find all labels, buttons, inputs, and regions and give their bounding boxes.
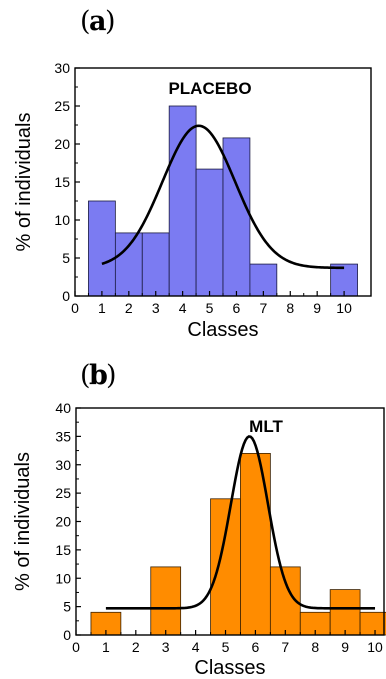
y-tick-label: 0: [63, 627, 71, 643]
panel-b-label-close: ): [106, 360, 117, 391]
x-tick-label: 2: [125, 300, 133, 316]
x-tick-label: 9: [313, 300, 321, 316]
y-tick-label: 25: [55, 485, 71, 501]
bar-class-1: [88, 200, 116, 297]
chart-title: MLT: [249, 417, 283, 436]
y-tick-label: 40: [55, 400, 71, 416]
panel-b: ( b ) 0 1 2 3 4 5 6 7 8 9 10 0 5 10 15 20 25 30 35 40 MLT Cla…: [12, 360, 386, 679]
x-tick-label: 5: [206, 300, 214, 316]
y-tick-label: 0: [62, 288, 70, 304]
y-tick-label: 5: [62, 250, 70, 266]
y-tick-label: 25: [54, 98, 70, 114]
y-tick-label: 20: [54, 136, 70, 152]
y-tick-label: 20: [55, 514, 71, 530]
fit-curve: [105, 435, 376, 610]
y-tick-label: 15: [55, 542, 71, 558]
panel-a-label-open: (: [80, 6, 91, 37]
x-tick-label: 7: [281, 639, 289, 655]
fit-curve: [101, 124, 345, 270]
bar-class-10: [359, 611, 386, 636]
x-tick-label: 4: [179, 300, 187, 316]
x-tick-label: 4: [192, 639, 200, 655]
x-tick-label: 0: [72, 639, 80, 655]
bar-class-6: [240, 452, 271, 636]
x-tick-label: 1: [98, 300, 106, 316]
x-axis-title: Classes: [194, 657, 265, 679]
x-tick-label: 7: [259, 300, 267, 316]
x-axis-title: Classes: [187, 319, 258, 341]
bar-class-3: [150, 566, 182, 636]
x-tick-label: 1: [102, 639, 110, 655]
bar-class-4: [168, 105, 197, 297]
panel-a: ( a ) 0 1 2 3 4 5 6 7 8 9 10 0 5 10 15 20 25 30 PLACEBO Cla…: [13, 6, 372, 341]
chart-title: PLACEBO: [168, 79, 251, 98]
x-tick-label: 3: [152, 300, 160, 316]
x-tick-label: 6: [233, 300, 241, 316]
panel-a-label: a: [89, 6, 107, 37]
x-tick-label: 8: [311, 639, 319, 655]
x-tick-label: 10: [367, 639, 383, 655]
y-tick-label: 5: [63, 599, 71, 615]
y-tick-label: 35: [55, 428, 71, 444]
y-tick-label: 10: [55, 570, 71, 586]
bar-class-2: [114, 232, 143, 297]
x-tick-label: 6: [252, 639, 260, 655]
y-axis-title: % of individuals: [12, 452, 34, 591]
bar-class-5: [210, 498, 241, 636]
panel-b-label: b: [89, 360, 108, 391]
panel-a-label-close: ): [105, 6, 116, 37]
x-tick-label: 2: [132, 639, 140, 655]
x-tick-label: 3: [162, 639, 170, 655]
bar-class-10: [330, 263, 358, 297]
bar-class-9: [329, 589, 361, 636]
bar-class-3: [141, 232, 170, 297]
y-tick-label: 10: [54, 212, 70, 228]
x-tick-label: 9: [341, 639, 349, 655]
x-tick-label: 8: [286, 300, 294, 316]
panel-b-label-open: (: [80, 360, 91, 391]
x-tick-label: 10: [336, 300, 352, 316]
x-tick-label: 5: [222, 639, 230, 655]
y-axis-title: % of individuals: [13, 113, 35, 252]
bar-class-5: [195, 168, 224, 297]
y-tick-label: 15: [54, 174, 70, 190]
x-tick-label: 0: [71, 300, 79, 316]
y-tick-label: 30: [54, 60, 70, 76]
y-tick-label: 30: [55, 457, 71, 473]
bar-class-7: [249, 263, 278, 297]
